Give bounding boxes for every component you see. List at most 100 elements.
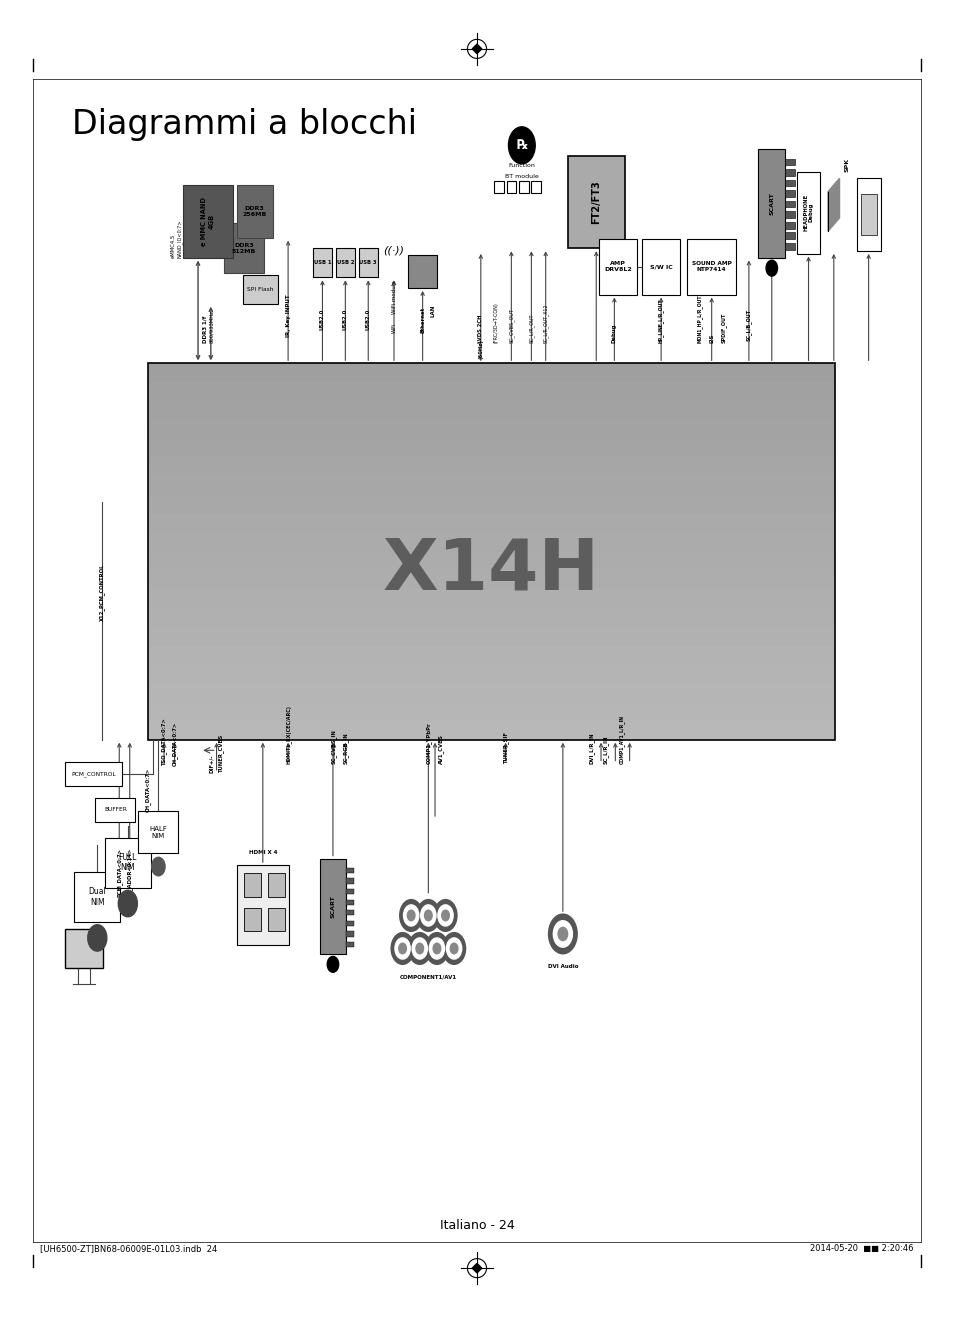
Bar [784, 180, 794, 186]
Text: SC_CVBS_IN: SC_CVBS_IN [331, 729, 336, 764]
Circle shape [412, 938, 427, 959]
Text: DDR3
512MB: DDR3 512MB [232, 243, 256, 254]
Bar [268, 873, 285, 897]
Text: HDMI X 4: HDMI X 4 [249, 849, 276, 855]
Bar [65, 762, 122, 786]
Text: OPTICAL Out: OPTICAL Out [865, 198, 870, 231]
Text: SPDIF_OUT: SPDIF_OUT [720, 313, 726, 343]
Bar [313, 248, 332, 277]
Circle shape [327, 956, 338, 972]
Bar [346, 889, 354, 894]
Bar [346, 878, 354, 884]
Text: SPI Flash: SPI Flash [247, 287, 274, 292]
Bar [335, 248, 355, 277]
Bar [531, 181, 540, 193]
Bar [236, 865, 289, 945]
Bar [784, 190, 794, 197]
Bar [784, 201, 794, 207]
Circle shape [446, 938, 461, 959]
Text: AV1_CVBS: AV1_CVBS [437, 733, 443, 764]
Text: I2S: I2S [708, 334, 714, 343]
Text: USB 1: USB 1 [314, 260, 331, 266]
Text: WiFi: WiFi [391, 324, 396, 333]
Bar [860, 194, 876, 235]
Bar [784, 243, 794, 250]
Text: TSO_DATA<0:7>: TSO_DATA<0:7> [161, 719, 167, 766]
Text: IR, Key INPUT: IR, Key INPUT [285, 295, 291, 337]
Bar [148, 363, 834, 740]
Text: USB2.0: USB2.0 [319, 309, 325, 330]
Text: SC_L/B_OUT: SC_L/B_OUT [745, 309, 751, 341]
Bar [758, 149, 784, 258]
Bar [148, 363, 834, 382]
Bar [148, 532, 834, 552]
Circle shape [395, 938, 410, 959]
Bar [148, 514, 834, 532]
Circle shape [416, 900, 439, 931]
Bar [148, 589, 834, 608]
Bar [148, 721, 834, 740]
Text: DVI_L/R_IN: DVI_L/R_IN [588, 732, 594, 764]
Text: SCART: SCART [768, 192, 774, 215]
Circle shape [437, 905, 453, 926]
Circle shape [416, 943, 423, 954]
Text: HALF
NIM: HALF NIM [150, 826, 167, 839]
Text: DIF+/-: DIF+/- [209, 754, 214, 773]
Circle shape [441, 910, 449, 921]
Text: (FRC/3D→T-CON): (FRC/3D→T-CON) [493, 303, 498, 343]
Circle shape [450, 943, 457, 954]
Circle shape [425, 933, 448, 964]
Text: COMP1_AV1_L/R_IN: COMP1_AV1_L/R_IN [618, 715, 624, 764]
Circle shape [765, 260, 777, 276]
Bar [148, 646, 834, 664]
Bar [148, 457, 834, 477]
Circle shape [434, 900, 456, 931]
Bar [243, 275, 277, 304]
Text: USB 2: USB 2 [336, 260, 354, 266]
Bar [138, 811, 178, 853]
Text: Ethernet: Ethernet [419, 306, 425, 333]
Text: eMMC4.5: eMMC4.5 [171, 234, 176, 258]
Text: CH_DATA<0:7>: CH_DATA<0:7> [145, 769, 151, 812]
Text: SC_L/R_IN: SC_L/R_IN [602, 734, 608, 764]
Text: WiFi module: WiFi module [391, 281, 396, 314]
Text: ((·)): ((·)) [383, 246, 404, 256]
Bar [148, 495, 834, 514]
Text: Debug: Debug [611, 324, 617, 343]
Bar [796, 172, 820, 254]
Bar [224, 223, 264, 273]
Text: X12_PCM_CONTROL: X12_PCM_CONTROL [99, 563, 105, 621]
Bar [148, 683, 834, 703]
Text: 800/933MHz: 800/933MHz [209, 310, 214, 343]
Bar [494, 181, 503, 193]
Text: ℞: ℞ [516, 139, 527, 152]
Text: BUFFER: BUFFER [104, 807, 127, 812]
Text: e MMC NAND
4GB: e MMC NAND 4GB [201, 197, 214, 246]
Text: HDMITx_RX(CEC/ARC): HDMITx_RX(CEC/ARC) [285, 704, 291, 764]
Text: USB 3: USB 3 [359, 260, 376, 266]
Text: BT module: BT module [504, 174, 538, 180]
Text: LVDS 2CH: LVDS 2CH [477, 314, 483, 343]
Bar [183, 185, 233, 258]
Text: SC_RGB_IN: SC_RGB_IN [342, 732, 348, 764]
Circle shape [152, 857, 165, 876]
Circle shape [429, 938, 444, 959]
Bar [346, 921, 354, 926]
Text: SCART: SCART [330, 894, 335, 918]
Bar [148, 439, 834, 457]
Text: TUNER_SIF: TUNER_SIF [502, 732, 508, 764]
Bar [105, 838, 151, 888]
Text: MON1_HP_L/R_OUT: MON1_HP_L/R_OUT [696, 295, 701, 343]
Text: AMP
DRV8L2: AMP DRV8L2 [603, 262, 632, 272]
Bar [856, 178, 880, 251]
Bar [506, 181, 516, 193]
Bar [65, 929, 103, 968]
Bar [74, 872, 120, 922]
Text: SPK: SPK [843, 157, 849, 172]
Circle shape [548, 914, 577, 954]
Text: X14H: X14H [382, 536, 599, 605]
Bar [148, 627, 834, 646]
Bar [148, 552, 834, 571]
Text: NAND_IO<0:7>: NAND_IO<0:7> [176, 219, 182, 258]
Text: LAN: LAN [430, 305, 436, 317]
